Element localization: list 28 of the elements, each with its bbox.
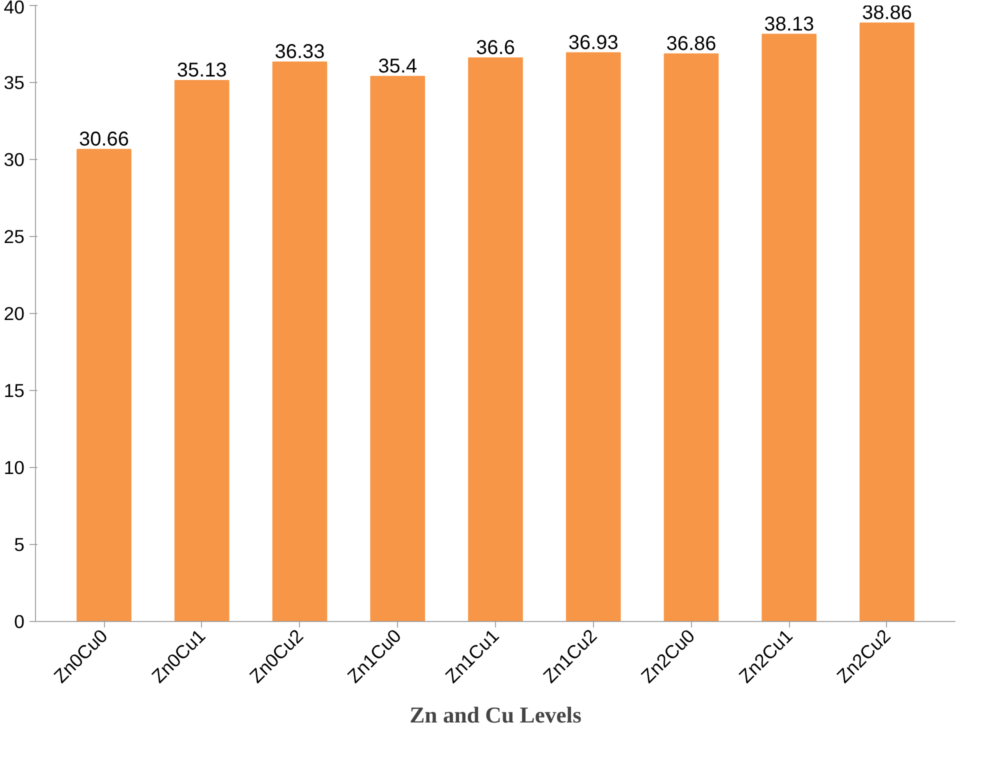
data-label: 38.86	[862, 2, 912, 24]
bar	[566, 52, 621, 622]
data-label: 36.86	[666, 32, 716, 55]
data-label: 35.13	[176, 60, 227, 82]
data-label: 30.66	[78, 128, 130, 150]
data-label: 36.6	[476, 36, 515, 59]
bar	[272, 62, 328, 622]
data-label: 36.33	[274, 41, 325, 64]
y-tick-label: 30	[4, 149, 25, 170]
bar	[860, 22, 914, 622]
y-tick-label: 10	[4, 457, 25, 478]
y-tick-label: 40	[4, 0, 25, 18]
data-label: 36.93	[568, 32, 618, 54]
bar	[76, 148, 132, 622]
y-tick-label: 15	[4, 380, 25, 401]
y-tick-label: 35	[4, 72, 25, 93]
y-tick-label: 0	[14, 611, 25, 632]
bar	[370, 76, 426, 622]
x-axis-title: Zn and Cu Levels	[410, 702, 582, 728]
bar	[174, 80, 230, 622]
y-tick-label: 20	[4, 303, 25, 324]
y-tick-label: 5	[14, 534, 25, 555]
data-label: 38.13	[764, 13, 814, 36]
y-tick-label: 25	[4, 226, 25, 247]
bar	[664, 53, 719, 622]
bar	[762, 34, 817, 622]
bar	[468, 57, 523, 622]
data-label: 35.4	[378, 55, 418, 78]
